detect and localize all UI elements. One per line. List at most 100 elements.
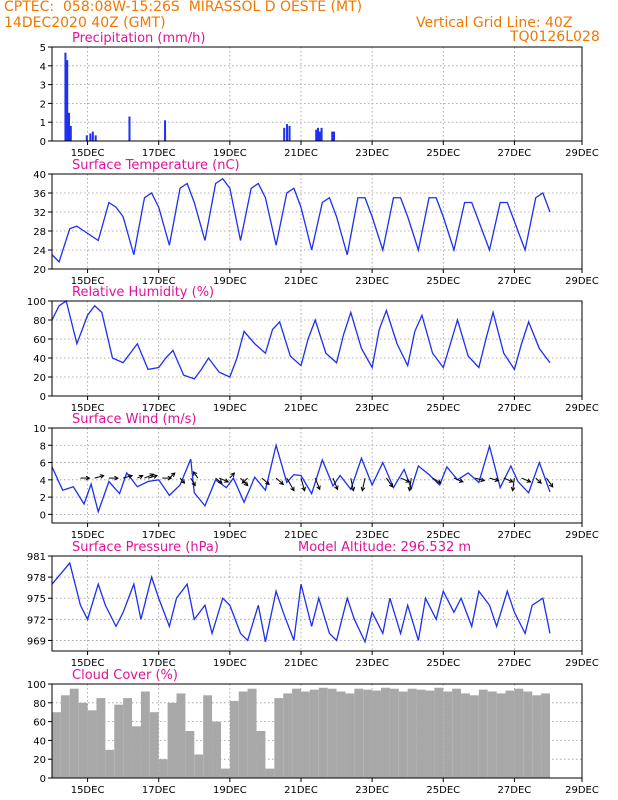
cloud-bar [229,700,239,778]
panel-title: Precipitation (mm/h) [72,31,205,46]
wind-arrow-shaft [275,477,284,485]
y-tick-label: 975 [27,594,46,605]
precip-bar [91,131,94,141]
cloud-bar [176,693,186,778]
x-tick-label: 19DEC [213,276,247,287]
x-tick-label: 19DEC [213,785,247,796]
cloud-bar [185,731,195,778]
y-tick-label: 28 [33,227,46,238]
x-tick-label: 15DEC [71,148,105,159]
y-tick-label: 24 [33,246,46,257]
panel-title: Surface Pressure (hPa) [72,540,219,555]
x-tick-label: 27DEC [498,658,532,669]
wind-arrow-shaft [521,477,531,483]
wind-arrow-head [85,475,91,481]
series-line [51,442,551,515]
cloud-bar [194,754,204,778]
wind-arrow-head [224,478,230,483]
wind-arrow-head [334,485,339,491]
x-tick-label: 27DEC [498,785,532,796]
y-tick-label: 80 [33,699,46,710]
y-tick-label: 0 [40,510,46,521]
x-tick-label: 25DEC [426,148,460,159]
y-tick-label: 2 [40,99,46,110]
y-tick-label: 0 [40,137,46,148]
cloud-bar [345,693,355,778]
x-tick-label: 15DEC [71,403,105,414]
cloud-bar [132,726,141,778]
precip-bar [333,131,336,141]
cloud-bar [327,688,337,778]
cloud-bar [541,693,550,778]
wind-arrow-head [508,478,514,483]
cloud-bar [452,688,462,778]
cloud-bar [425,690,435,778]
wind-arrow-shaft [218,477,229,483]
wind-arrow-shaft [400,477,410,483]
x-tick-label: 17DEC [142,530,176,541]
wind-arrow-head [458,478,464,483]
cloud-bar [256,731,266,778]
cloud-bar [96,698,106,778]
wind-arrow-head [243,481,249,487]
panel-title: Relative Humidity (%) [72,285,214,300]
cloud-bar [78,702,88,778]
panel-title: Surface Wind (m/s) [72,412,196,427]
wind-arrow-shaft [350,477,354,491]
cloud-bar [514,688,524,778]
y-tick-label: 0 [40,774,46,785]
y-tick-label: 40 [33,354,46,365]
x-tick-label: 21DEC [284,530,318,541]
cloud-bar [407,688,417,778]
wind-arrow-shaft [546,477,554,488]
y-tick-label: 0 [40,392,46,403]
wind-arrow-shaft [169,472,176,479]
cloud-bar [372,690,382,778]
cloud-bar [434,687,444,778]
y-tick-label: 20 [33,265,46,276]
x-tick-label: 29DEC [565,148,599,159]
wind-arrow-head [494,477,500,482]
y-tick-label: 36 [33,189,46,200]
wind-arrow-head [388,482,394,488]
x-tick-label: 15DEC [71,530,105,541]
y-tick-label: 60 [33,335,46,346]
precip-bar [315,129,318,141]
wind-arrow-head [316,485,321,491]
wind-arrow-shaft [512,478,515,491]
y-tick-label: 20 [33,373,46,384]
y-tick-label: 1 [40,118,46,129]
wind-arrow-head [99,474,105,479]
cloud-bar [238,691,248,778]
cloud-bar [212,721,221,778]
wind-arrow-head [128,474,134,479]
precip-bar [288,125,291,141]
wind-arrow-shaft [192,471,199,479]
precip-bar [68,112,71,141]
wind-arrow-head [138,474,144,480]
x-tick-label: 23DEC [355,530,389,541]
cloud-bar [336,691,346,778]
cloud-bar [309,689,319,778]
wind-arrow-head [360,486,366,492]
wind-arrow-shaft [475,477,485,482]
cloud-bar [469,695,479,778]
precip-bar [283,127,286,141]
cloud-bar [478,689,488,778]
y-tick-label: 8 [40,441,46,452]
wind-arrow-shaft [286,477,295,491]
x-tick-label: 23DEC [355,785,389,796]
cloud-bar [443,691,453,778]
model-code: TQ0126L028 [510,29,600,45]
cloud-bar [274,698,284,778]
wind-arrow-head [510,486,516,492]
precip-bar [64,52,67,141]
wind-arrow-head [279,480,285,486]
wind-arrow-shaft [190,477,196,486]
cloud-bar [69,688,79,778]
wind-arrow-shaft [535,477,542,484]
wind-arrow-shaft [385,477,394,488]
wind-arrow-shaft [432,477,441,484]
x-tick-label: 29DEC [565,530,599,541]
